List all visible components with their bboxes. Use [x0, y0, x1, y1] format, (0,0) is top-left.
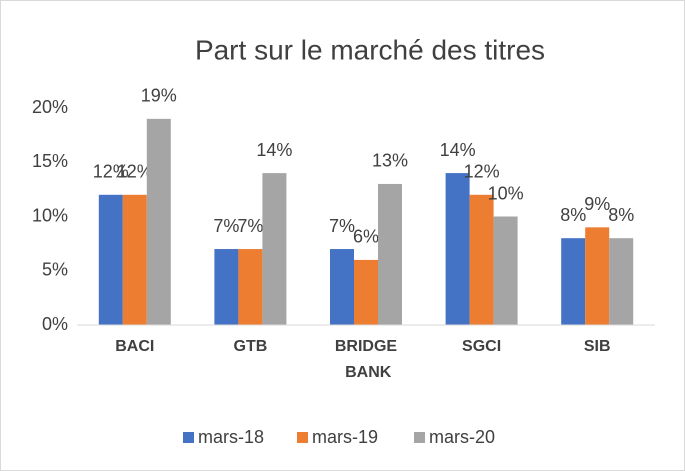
bar	[609, 238, 634, 325]
y-tick-label: 15%	[32, 151, 68, 171]
bar	[262, 173, 287, 325]
data-label: 12%	[93, 162, 129, 182]
bar	[146, 118, 171, 325]
y-tick-label: 20%	[32, 97, 68, 117]
data-label: 14%	[440, 140, 476, 160]
data-label: 8%	[560, 205, 586, 225]
bar	[445, 173, 470, 325]
bar	[585, 227, 610, 325]
data-label: 10%	[488, 183, 524, 203]
chart-title: Part sur le marché des titres	[195, 34, 545, 65]
data-label: 9%	[584, 194, 610, 214]
legend-label: mars-18	[198, 427, 264, 447]
bar	[122, 194, 147, 325]
y-tick-label: 10%	[32, 205, 68, 225]
bar	[214, 249, 239, 325]
bar	[561, 238, 586, 325]
data-label: 14%	[256, 140, 292, 160]
data-label: 19%	[141, 86, 177, 106]
data-label: 7%	[213, 216, 239, 236]
data-label: 12%	[464, 162, 500, 182]
bar	[330, 249, 354, 325]
y-tick-label: 0%	[42, 314, 68, 334]
x-tick-label: GTB	[234, 338, 268, 355]
bar	[493, 216, 518, 325]
data-label: 12%	[117, 162, 153, 182]
data-label: 6%	[353, 227, 379, 247]
x-tick-label: SGCI	[462, 338, 501, 355]
x-tick-label: BRIDGE BANK	[335, 338, 398, 381]
bar	[98, 194, 123, 325]
legend-swatch	[183, 432, 194, 443]
data-label: 7%	[329, 216, 355, 236]
legend-label: mars-20	[429, 427, 495, 447]
legend-label: mars-19	[312, 427, 378, 447]
bar	[378, 183, 402, 325]
bar	[469, 194, 494, 325]
data-label: 8%	[608, 205, 634, 225]
bar	[238, 249, 263, 325]
legend-swatch	[297, 432, 308, 443]
bar	[354, 259, 378, 325]
x-tick-label: SIB	[584, 338, 611, 355]
data-label: 13%	[372, 151, 408, 171]
x-tick-label: BACI	[115, 338, 154, 355]
legend-swatch	[414, 432, 425, 443]
y-tick-label: 5%	[42, 260, 68, 280]
data-label: 7%	[237, 216, 263, 236]
